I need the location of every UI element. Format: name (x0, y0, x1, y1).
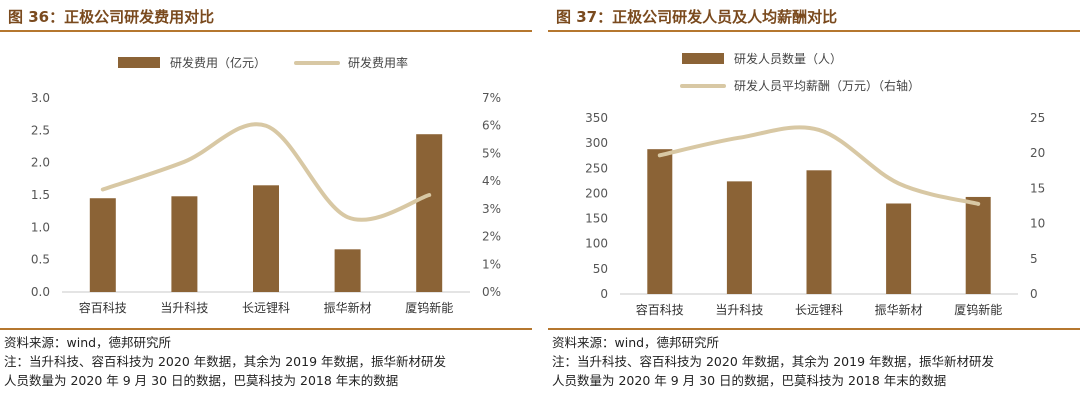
line-point-3 (347, 216, 349, 218)
bar-4 (965, 196, 991, 294)
legend-bar-label: 研发费用（亿元） (170, 55, 266, 70)
line-point-4 (428, 194, 430, 196)
right-axis-tick: 10 (1030, 217, 1045, 231)
left-axis-tick: 0.0 (31, 285, 50, 299)
source-rule (548, 328, 1080, 330)
left-axis-tick: 250 (585, 161, 608, 175)
figure-title: 图 37：正极公司研发人员及人均薪酬对比 (556, 8, 838, 26)
right-axis-tick: 4% (482, 174, 501, 188)
right-axis-tick: 7% (482, 91, 501, 105)
left-axis-tick: 1.5 (31, 188, 50, 202)
legend-bar-swatch (118, 57, 160, 68)
left-axis-tick: 200 (585, 186, 608, 200)
line-point-2 (818, 129, 820, 131)
bar-2 (806, 170, 832, 294)
bar-1 (726, 181, 752, 294)
figure-37-panel: 图 37：正极公司研发人员及人均薪酬对比 研发人员数量（人） 研发人员平均薪酬（万… (548, 0, 1080, 400)
right-axis-tick: 25 (1030, 111, 1045, 125)
right-axis-tick: 5 (1030, 252, 1038, 266)
figure-36-panel: 图 36：正极公司研发费用对比 研发费用（亿元） 研发费用率 0.0 0.5 1.0 1.… (0, 0, 532, 400)
right-axis-tick: 2% (482, 230, 501, 244)
bar-1 (171, 196, 198, 292)
line-point-0 (659, 154, 661, 156)
bar-2 (253, 185, 279, 292)
category-label: 厦钨新能 (405, 300, 453, 315)
right-axis-tick: 6% (482, 119, 501, 133)
left-axis-tick: 350 (585, 111, 608, 125)
right-axis-tick: 1% (482, 257, 501, 271)
line-point-1 (183, 161, 185, 163)
title-rule (548, 30, 1080, 32)
footnote-line-1: 注：当升科技、容百科技为 2020 年数据，其余为 2019 年数据，振华新材研… (552, 354, 995, 369)
left-axis-tick: 1.0 (31, 220, 50, 234)
source-rule (0, 328, 532, 330)
legend-line-label: 研发人员平均薪酬（万元）（右轴） (734, 78, 920, 93)
left-axis-tick: 0.5 (31, 253, 50, 267)
bar-3 (886, 203, 912, 294)
left-axis-tick: 0 (600, 287, 608, 301)
bar-3 (334, 249, 361, 292)
source-note: 资料来源：wind，德邦研究所 (4, 335, 172, 350)
line-point-2 (265, 125, 267, 127)
footnote-line-1: 注：当升科技、容百科技为 2020 年数据，其余为 2019 年数据，振华新材研… (4, 354, 447, 369)
right-axis-tick: 3% (482, 202, 501, 216)
legend-bar-label: 研发人员数量（人） (734, 51, 842, 66)
line-point-0 (102, 188, 104, 190)
category-label: 当升科技 (160, 301, 208, 315)
footnote-line-2: 人员数量为 2020 年 9 月 30 日的数据，巴莫科技为 2018 年末的数… (4, 373, 399, 388)
line-point-3 (898, 182, 900, 184)
footnote-line-2: 人员数量为 2020 年 9 月 30 日的数据，巴莫科技为 2018 年末的数… (552, 373, 947, 388)
bar-0 (89, 198, 116, 292)
right-axis-tick: 5% (482, 146, 501, 160)
category-label: 厦钨新能 (954, 302, 1002, 317)
figure-title: 图 36：正极公司研发费用对比 (8, 8, 215, 26)
legend-bar-swatch (682, 53, 724, 64)
right-axis-tick: 0% (482, 285, 501, 299)
right-axis-tick: 20 (1030, 146, 1045, 160)
rd-staff-chart: 研发人员数量（人）研发人员平均薪酬（万元）（右轴）050100150200250… (585, 51, 1045, 317)
left-axis-tick: 150 (585, 212, 608, 226)
line-point-4 (977, 203, 979, 205)
category-label: 容百科技 (636, 302, 684, 317)
bar-4 (416, 134, 443, 292)
rd-expense-chart: 研发费用（亿元） 研发费用率 0.0 0.5 1.0 1.5 2.0 2.5 3.0 0% 1% 2%… (31, 55, 501, 315)
source-note: 资料来源：wind，德邦研究所 (552, 335, 720, 350)
title-rule (0, 30, 532, 32)
left-axis-tick: 300 (585, 136, 608, 150)
category-label: 当升科技 (715, 303, 763, 317)
legend-line-label: 研发费用率 (348, 55, 408, 70)
line-point-1 (738, 137, 740, 139)
category-label: 长远锂科 (795, 302, 843, 317)
left-axis-tick: 50 (593, 262, 608, 276)
left-axis-tick: 2.0 (31, 156, 50, 170)
right-axis-tick: 15 (1030, 181, 1045, 195)
category-label: 长远锂科 (242, 300, 290, 315)
category-label: 振华新材 (875, 302, 923, 317)
right-axis-tick: 0 (1030, 287, 1038, 301)
left-axis-tick: 100 (585, 237, 608, 251)
left-axis-tick: 3.0 (31, 91, 50, 105)
bar-0 (647, 149, 673, 294)
category-label: 振华新材 (324, 300, 372, 315)
category-label: 容百科技 (79, 300, 127, 315)
left-axis-tick: 2.5 (31, 123, 50, 137)
